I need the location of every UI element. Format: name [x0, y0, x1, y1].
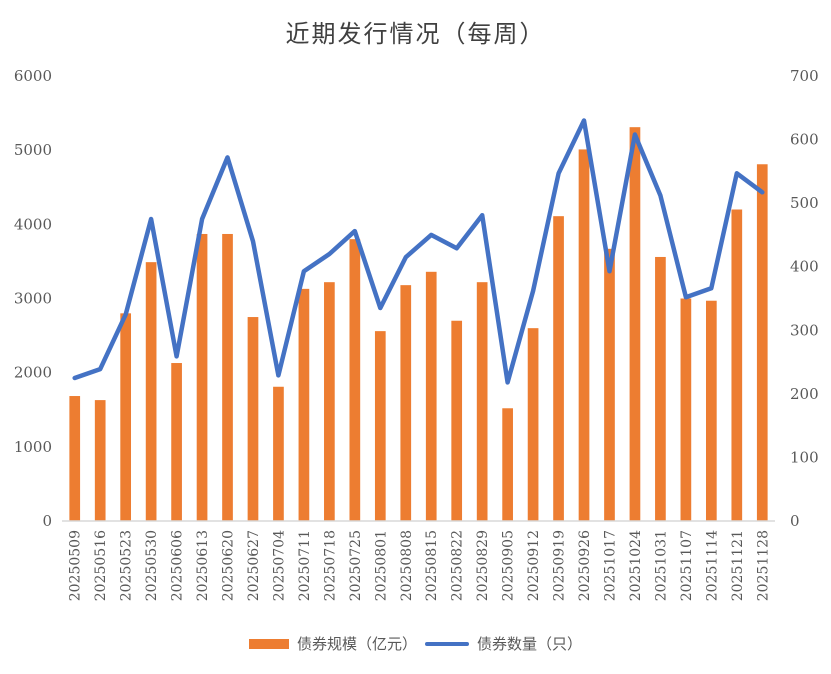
bar[interactable] — [451, 320, 463, 521]
x-axis-tick: 20250620 — [221, 530, 237, 601]
bar[interactable] — [476, 282, 488, 521]
x-axis-tick: 20250530 — [144, 530, 160, 601]
x-axis-tick: 20250704 — [271, 530, 287, 601]
x-axis-tick: 20250516 — [93, 530, 109, 601]
x-axis-tick: 20250926 — [577, 530, 593, 601]
y-axis-right-tick: 100 — [790, 448, 819, 466]
y-axis-right-tick: 300 — [790, 321, 819, 339]
bar[interactable] — [374, 331, 386, 521]
x-axis-tick: 20251024 — [628, 530, 644, 601]
bar[interactable] — [502, 408, 513, 521]
x-axis-tick: 20251128 — [755, 530, 771, 601]
bar[interactable] — [94, 400, 106, 521]
bar[interactable] — [425, 271, 437, 521]
x-axis-tick: 20250613 — [195, 530, 211, 601]
x-axis-tick: 20251107 — [679, 530, 695, 601]
chart-title: 近期发行情况（每周） — [285, 20, 546, 48]
legend-label-line: 债券数量（只） — [477, 635, 583, 653]
y-axis-left-tick: 0 — [42, 512, 52, 530]
x-axis-tick: 20251121 — [730, 530, 746, 601]
bar[interactable] — [629, 127, 641, 522]
bar[interactable] — [69, 396, 81, 521]
bar[interactable] — [273, 386, 284, 521]
bar[interactable] — [604, 248, 615, 521]
x-axis-tick: 20250523 — [119, 530, 135, 601]
y-axis-left-tick: 5000 — [14, 141, 52, 159]
bar[interactable] — [349, 239, 361, 521]
bar[interactable] — [196, 233, 208, 521]
bar[interactable] — [400, 285, 412, 521]
chart-legend: 债券规模（亿元） 债券数量（只） — [0, 633, 831, 654]
y-axis-left-tick: 4000 — [14, 215, 52, 233]
y-axis-right-tick: 0 — [790, 512, 800, 530]
y-axis-right-tick: 200 — [790, 385, 819, 403]
x-axis-tick: 20250919 — [552, 530, 568, 601]
x-axis-tick: 20251031 — [653, 530, 669, 601]
legend-item-line[interactable]: 债券数量（只） — [425, 633, 582, 654]
bar[interactable] — [171, 363, 182, 521]
bar[interactable] — [247, 317, 259, 521]
x-axis-tick: 20250808 — [399, 530, 415, 601]
y-axis-right-tick: 400 — [790, 258, 819, 276]
line-swatch-icon — [425, 641, 469, 646]
bar[interactable] — [298, 288, 310, 521]
x-axis-tick: 20250509 — [68, 530, 84, 601]
bar[interactable] — [731, 209, 743, 522]
x-axis-tick: 20250912 — [526, 530, 542, 601]
y-axis-left-tick: 3000 — [14, 290, 52, 308]
x-axis-tick: 20250822 — [450, 530, 466, 601]
bar[interactable] — [324, 282, 335, 521]
bar-swatch-icon — [248, 638, 289, 649]
bar[interactable] — [553, 216, 564, 522]
legend-item-bar[interactable]: 债券规模（亿元） — [248, 633, 417, 654]
x-axis-tick: 20251017 — [602, 530, 618, 601]
y-axis-right-tick: 700 — [790, 67, 819, 85]
bar[interactable] — [655, 256, 666, 521]
x-axis-tick: 20251114 — [704, 530, 720, 601]
line-series[interactable] — [72, 118, 765, 385]
bar[interactable] — [527, 328, 539, 521]
x-axis-tick: 20250829 — [475, 530, 491, 601]
x-axis-tick: 20250711 — [297, 530, 313, 601]
bar[interactable] — [145, 262, 157, 521]
x-axis-tick: 20250718 — [322, 530, 338, 601]
x-axis-tick: 20250725 — [348, 530, 364, 601]
y-axis-left-tick: 2000 — [14, 364, 52, 382]
bar[interactable] — [756, 164, 768, 521]
x-axis-tick: 20250801 — [373, 530, 389, 601]
bar[interactable] — [705, 300, 717, 521]
x-axis-tick: 20250815 — [424, 530, 440, 601]
x-axis-tick: 20250627 — [246, 530, 262, 601]
x-axis-tick: 20250905 — [501, 530, 517, 601]
bar[interactable] — [222, 233, 233, 521]
x-axis-tick: 20250606 — [170, 530, 186, 601]
y-axis-left-tick: 1000 — [14, 438, 52, 456]
legend-label-bar: 债券规模（亿元） — [296, 635, 417, 653]
y-axis-left-tick: 6000 — [14, 67, 52, 85]
bar[interactable] — [120, 313, 132, 521]
bar[interactable] — [578, 149, 590, 522]
y-axis-right-tick: 600 — [790, 131, 819, 149]
bar[interactable] — [680, 298, 692, 522]
y-axis-right-tick: 500 — [790, 194, 819, 212]
